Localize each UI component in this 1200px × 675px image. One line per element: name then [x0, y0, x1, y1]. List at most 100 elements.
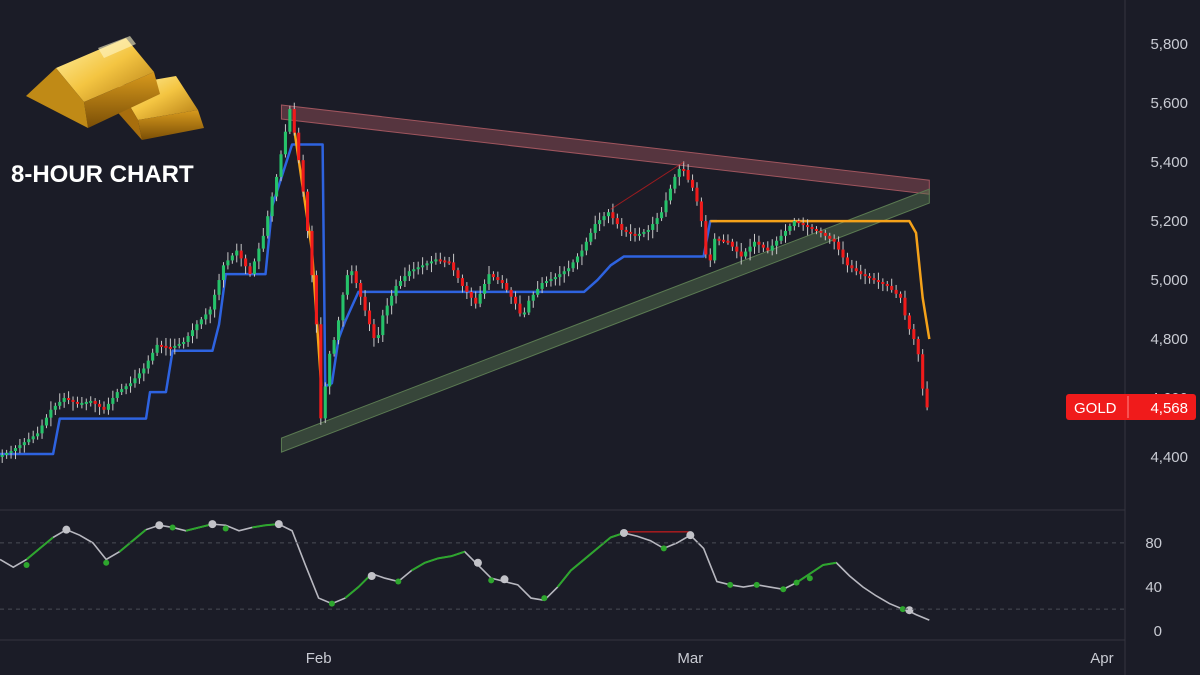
candle-up: [128, 383, 133, 387]
candle-down: [810, 226, 814, 229]
candle-up: [593, 224, 597, 233]
y-tick-label: 5,000: [1150, 272, 1188, 289]
price-tag-box: [1066, 394, 1196, 420]
oscillator-sell-dot: [905, 606, 914, 615]
candle-down: [159, 344, 164, 347]
candle-up: [775, 240, 779, 246]
oscillator-buy-dot: [806, 575, 813, 582]
candle-up: [217, 280, 221, 295]
candle-down: [872, 278, 876, 281]
oscillator-sell-dot: [686, 531, 695, 540]
candle-up: [133, 378, 137, 384]
candle-up: [120, 389, 124, 393]
candle-up: [589, 232, 593, 242]
candle-down: [624, 229, 628, 232]
candle-down: [881, 282, 885, 285]
oscillator-buy-dot: [222, 525, 229, 532]
oscillator-buy-dot: [541, 595, 548, 602]
candle-up: [190, 330, 195, 337]
trendline-layer: [280, 104, 930, 453]
candle-up: [80, 402, 84, 405]
candle-down: [717, 238, 721, 241]
candle-down: [474, 297, 478, 304]
candle-down: [75, 401, 79, 404]
oscillator-sell-dot: [473, 558, 482, 567]
candle-down: [633, 233, 637, 236]
candle-down: [894, 289, 898, 294]
candle-down: [868, 276, 872, 279]
oscillator-up-segment: [795, 561, 837, 584]
candle-up: [345, 275, 349, 295]
oscillator-sell-dot: [500, 575, 509, 584]
candle-up: [553, 277, 557, 280]
candle-down: [469, 291, 473, 298]
candle-up: [571, 262, 575, 269]
candle-down: [359, 283, 363, 297]
candle-up: [668, 188, 672, 201]
oscillator-up-segment: [118, 528, 147, 553]
y-tick-label: 5,200: [1150, 213, 1188, 230]
candle-down: [735, 246, 739, 252]
candle-up: [44, 417, 49, 426]
price-tag-symbol: GOLD: [1074, 400, 1117, 417]
candle-up: [434, 259, 438, 262]
price-tag-value: 4,568: [1150, 400, 1188, 417]
oscillator-up-segment: [25, 536, 54, 561]
candle-up: [173, 345, 177, 348]
candle-down: [363, 296, 367, 311]
candle-down: [367, 310, 372, 325]
candle-up: [186, 336, 190, 342]
candle-up: [53, 405, 57, 410]
candle-down: [686, 170, 690, 180]
candle-down: [292, 109, 296, 133]
oscillator-tick-label: 40: [1145, 579, 1162, 596]
candle-up: [0, 454, 4, 457]
candle-up: [18, 445, 22, 449]
candle-up: [27, 439, 31, 443]
candle-up: [637, 233, 642, 236]
candle-down: [447, 261, 451, 264]
oscillator-buy-dot: [660, 545, 667, 552]
candle-up: [779, 235, 783, 241]
candle-up: [350, 271, 354, 276]
candle-down: [863, 274, 867, 277]
candle-up: [788, 226, 792, 231]
candle-down: [465, 285, 469, 292]
oscillator-sell-dot: [208, 520, 217, 529]
candle-down: [297, 132, 301, 161]
candle-up: [748, 246, 752, 252]
oscillator-buy-dot: [488, 577, 495, 584]
candle-up: [275, 176, 279, 197]
candle-up: [421, 265, 425, 268]
candle-up: [5, 453, 9, 456]
candle-up: [606, 212, 611, 217]
candle-up: [115, 392, 119, 398]
candle-down: [925, 388, 929, 408]
candle-up: [199, 319, 203, 325]
candle-up: [478, 293, 482, 304]
candle-up: [642, 231, 646, 234]
candle-up: [84, 401, 88, 404]
candle-up: [323, 386, 327, 419]
oscillator-buy-dot: [793, 579, 800, 586]
candle-down: [845, 257, 849, 266]
candle-down: [898, 293, 903, 298]
candle-up: [221, 265, 226, 281]
candle-down: [460, 278, 464, 286]
y-tick-label: 5,800: [1150, 36, 1188, 53]
candle-up: [425, 263, 429, 266]
oscillator-buy-dot: [23, 561, 30, 568]
candle-down: [832, 238, 836, 242]
x-tick-label: Apr: [1090, 650, 1113, 667]
candle-up: [487, 274, 491, 284]
candle-up: [677, 169, 681, 177]
candle-up: [146, 360, 150, 369]
candle-up: [341, 294, 345, 321]
candle-down: [903, 297, 907, 316]
candle-up: [562, 271, 566, 275]
candle-up: [137, 373, 141, 379]
oscillator-buy-dot: [899, 606, 906, 613]
candle-down: [682, 169, 686, 172]
